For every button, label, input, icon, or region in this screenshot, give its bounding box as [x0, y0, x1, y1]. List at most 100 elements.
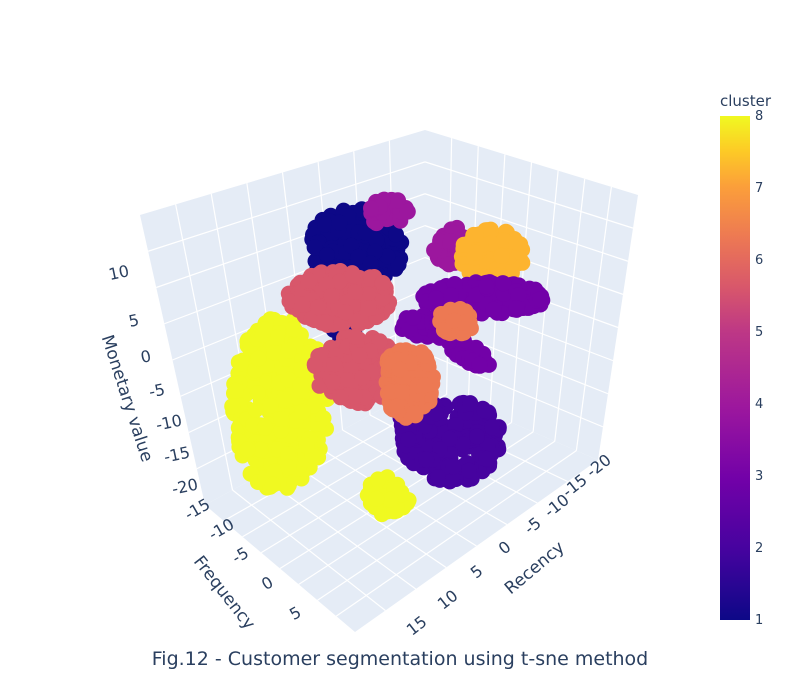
data-point-cluster-7[interactable] [495, 232, 512, 249]
data-point-cluster-2[interactable] [400, 431, 417, 448]
data-point-cluster-2[interactable] [418, 451, 435, 468]
data-point-cluster-2[interactable] [428, 405, 444, 422]
data-point-cluster-8[interactable] [280, 459, 297, 476]
data-point-cluster-1[interactable] [388, 226, 404, 243]
data-point-cluster-8[interactable] [249, 385, 266, 401]
data-point-cluster-1[interactable] [306, 239, 323, 256]
data-point-cluster-2[interactable] [462, 395, 478, 412]
data-point-cluster-5[interactable] [339, 372, 356, 388]
data-point-cluster-5[interactable] [337, 304, 354, 321]
data-point-cluster-2[interactable] [461, 462, 477, 479]
data-point-cluster-3[interactable] [478, 278, 495, 295]
data-point-cluster-2[interactable] [478, 450, 495, 467]
data-point-cluster-8[interactable] [370, 471, 386, 488]
data-point-cluster-5[interactable] [301, 272, 318, 289]
data-point-cluster-3[interactable] [405, 309, 422, 326]
data-point-cluster-6[interactable] [394, 384, 411, 400]
data-point-cluster-1[interactable] [317, 216, 334, 233]
data-point-cluster-2[interactable] [441, 430, 458, 447]
data-point-cluster-8[interactable] [280, 342, 297, 359]
data-point-cluster-8[interactable] [250, 350, 267, 367]
data-point-cluster-5[interactable] [326, 356, 343, 373]
data-point-cluster-8[interactable] [264, 476, 281, 493]
data-point-cluster-8[interactable] [224, 398, 241, 415]
data-point-cluster-8[interactable] [239, 441, 256, 458]
scatter-points[interactable] [224, 191, 551, 523]
data-point-cluster-3[interactable] [532, 291, 549, 308]
data-point-cluster-5[interactable] [345, 267, 361, 284]
data-point-cluster-8[interactable] [254, 326, 271, 343]
data-point-cluster-8[interactable] [273, 411, 290, 428]
data-point-cluster-8[interactable] [293, 382, 309, 399]
data-point-cluster-1[interactable] [331, 214, 348, 231]
data-point-cluster-4[interactable] [440, 256, 457, 273]
data-point-cluster-2[interactable] [484, 419, 500, 436]
data-point-cluster-5[interactable] [332, 389, 349, 406]
data-point-cluster-1[interactable] [362, 255, 379, 272]
data-point-cluster-8[interactable] [286, 321, 303, 338]
data-point-cluster-5[interactable] [371, 333, 388, 350]
data-point-cluster-5[interactable] [351, 347, 368, 364]
data-point-cluster-3[interactable] [485, 301, 502, 318]
data-point-cluster-5[interactable] [317, 314, 334, 331]
data-point-cluster-8[interactable] [227, 382, 244, 399]
data-point-cluster-6[interactable] [416, 377, 433, 394]
data-point-cluster-3[interactable] [428, 290, 444, 307]
data-point-cluster-1[interactable] [390, 256, 407, 273]
data-point-cluster-5[interactable] [360, 286, 376, 303]
data-point-cluster-5[interactable] [323, 288, 340, 304]
data-point-cluster-2[interactable] [476, 402, 493, 419]
data-point-cluster-5[interactable] [360, 300, 377, 317]
data-point-cluster-2[interactable] [430, 469, 446, 486]
data-point-cluster-7[interactable] [455, 236, 472, 253]
data-point-cluster-5[interactable] [347, 328, 364, 345]
data-point-cluster-6[interactable] [406, 405, 422, 422]
data-point-cluster-5[interactable] [306, 357, 323, 374]
data-point-cluster-6[interactable] [445, 312, 462, 329]
data-point-cluster-6[interactable] [391, 361, 408, 378]
data-point-cluster-5[interactable] [324, 374, 341, 391]
data-point-cluster-5[interactable] [354, 369, 371, 386]
data-point-cluster-3[interactable] [443, 287, 459, 304]
data-point-cluster-8[interactable] [276, 391, 292, 408]
data-point-cluster-8[interactable] [298, 437, 315, 454]
data-point-cluster-4[interactable] [426, 242, 443, 259]
data-point-cluster-2[interactable] [443, 471, 460, 488]
data-point-cluster-3[interactable] [508, 300, 525, 316]
data-point-cluster-4[interactable] [363, 200, 379, 217]
data-point-cluster-7[interactable] [467, 227, 484, 243]
data-point-cluster-8[interactable] [266, 463, 283, 480]
data-point-cluster-2[interactable] [445, 458, 462, 475]
data-point-cluster-4[interactable] [399, 203, 416, 220]
data-point-cluster-5[interactable] [331, 273, 348, 290]
data-point-cluster-8[interactable] [252, 441, 269, 458]
data-point-cluster-8[interactable] [233, 355, 249, 372]
data-point-cluster-4[interactable] [389, 192, 406, 209]
data-point-cluster-5[interactable] [374, 275, 391, 291]
data-point-cluster-1[interactable] [350, 248, 367, 265]
data-point-cluster-4[interactable] [442, 233, 459, 250]
data-point-cluster-8[interactable] [293, 361, 310, 378]
data-point-cluster-8[interactable] [280, 371, 297, 388]
data-point-cluster-6[interactable] [382, 383, 399, 400]
data-point-cluster-2[interactable] [469, 428, 485, 445]
data-point-cluster-8[interactable] [266, 344, 283, 361]
data-point-cluster-6[interactable] [416, 347, 433, 364]
data-point-cluster-7[interactable] [508, 234, 525, 251]
data-point-cluster-7[interactable] [467, 244, 484, 261]
data-point-cluster-1[interactable] [319, 247, 335, 263]
data-point-cluster-5[interactable] [343, 359, 359, 376]
data-point-cluster-2[interactable] [447, 417, 464, 434]
data-point-cluster-7[interactable] [493, 247, 510, 264]
data-point-cluster-8[interactable] [368, 490, 385, 507]
data-point-cluster-3[interactable] [495, 275, 512, 292]
data-point-cluster-3[interactable] [510, 287, 527, 304]
data-point-cluster-8[interactable] [294, 403, 311, 420]
data-point-cluster-5[interactable] [347, 284, 364, 300]
data-point-cluster-8[interactable] [257, 419, 273, 436]
data-point-cluster-8[interactable] [382, 491, 399, 508]
data-point-cluster-3[interactable] [471, 356, 488, 373]
data-point-cluster-6[interactable] [388, 398, 405, 415]
data-point-cluster-5[interactable] [294, 296, 311, 313]
